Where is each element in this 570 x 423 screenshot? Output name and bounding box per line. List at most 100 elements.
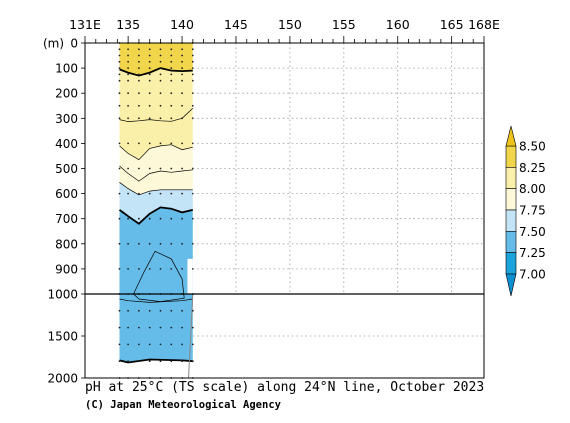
sample-dot [159,192,162,195]
sample-dot [170,326,173,329]
sample-dot [191,343,194,346]
y-tick-label: 0 [70,37,78,51]
sample-dot [148,268,151,270]
sample-dot [148,343,151,346]
y-tick-label: 1000 [47,288,78,302]
sample-dot [191,142,194,145]
sample-dot [159,117,162,120]
sample-dot [191,242,194,245]
sample-dot [159,142,162,145]
sample-dot [170,48,173,51]
contour-8.00 [119,144,193,161]
sample-dot [127,54,129,57]
sample-dot [148,117,151,120]
sample-dot [148,360,151,363]
no-data-gap [187,258,193,294]
y-tick-label: 400 [55,137,78,151]
y-tick-label: 300 [55,112,78,126]
x-tick-label: 145 [224,17,248,32]
sample-dot [181,79,184,82]
sample-dot [181,54,184,57]
sample-dot [181,309,184,312]
sample-dot [170,73,173,76]
sample-dot [127,167,129,170]
sample-dot [138,48,140,51]
x-tick-label: 135 [116,17,140,32]
sample-dot [118,54,121,57]
contour-7.50-loop [133,250,185,302]
sample-dot [148,54,151,57]
sample-dot [170,142,173,145]
sample-dot [170,192,173,195]
colorbar-segment [505,231,517,253]
sample-dot [191,192,194,195]
sample-dot [159,67,162,69]
sample-dot [148,309,151,312]
sample-dot [191,326,194,329]
sample-dot [138,60,140,63]
sample-dot [159,309,162,312]
y-tick-label: 100 [55,62,78,76]
y-tick-label: 2000 [47,372,78,386]
sample-dot [191,60,194,63]
sample-dot [118,117,121,120]
sample-dot [148,217,151,220]
colorbar-segment [505,167,517,189]
sample-dot [159,217,162,220]
sample-dot [159,326,162,329]
sample-dot [138,73,140,76]
sample-dot [118,242,121,245]
sample-dot [148,242,151,245]
sample-dot [118,60,121,63]
sample-dot [170,242,173,245]
sample-dot [170,309,173,312]
sample-dot [170,217,173,220]
sample-dot [148,326,151,329]
sample-dot [118,92,121,95]
sample-dot [181,104,184,107]
colorbar: 7.00 7.25 7.50 7.75 8.00 8.25 8.50 [505,125,546,297]
sample-dot [181,167,184,170]
sample-dot [159,268,162,270]
sample-dot [118,48,121,51]
contour-7.875 [119,165,193,182]
band-7.25-7.50 [119,207,193,363]
sample-dot [127,117,129,120]
sample-dot [138,192,140,195]
sample-dot [138,92,140,95]
sample-dot [138,104,140,107]
sample-dot [118,217,121,220]
y-tick-label: 700 [55,212,78,226]
sample-dot [181,326,184,329]
sample-dot [138,242,140,245]
sample-dot [127,67,129,69]
sample-dot [159,242,162,245]
colorbar-segment [505,252,517,275]
sample-dot [191,92,194,95]
band-8.25-8.50 [119,43,193,76]
sample-dot [138,142,140,145]
sample-dot [181,48,184,51]
sample-dot [170,360,173,363]
x-tick-label: 165 [440,17,464,32]
band-7.50-7.75 [119,182,193,224]
sample-dot [118,326,121,329]
sample-dot [118,67,121,69]
sample-dot [118,309,121,312]
sample-dot [148,167,151,170]
sample-dot [138,79,140,82]
sample-dot [181,60,184,63]
colorbar-max-arrow [505,125,517,147]
sample-dot [181,268,184,270]
sample-dot [138,343,140,346]
sample-dot [191,73,194,76]
colorbar-segment [505,209,517,232]
sample-dot [191,48,194,51]
contour-7.375 [119,298,193,303]
sample-dot [148,192,151,195]
sample-dot [148,104,151,107]
sample-dot [118,142,121,145]
sample-dot [138,67,140,69]
y-unit-label: (m) [43,37,64,51]
